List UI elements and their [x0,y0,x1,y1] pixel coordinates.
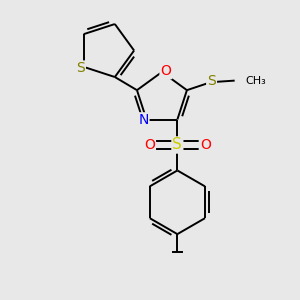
Text: S: S [172,137,182,152]
Text: O: O [144,138,155,152]
Text: O: O [200,138,211,152]
Text: CH₃: CH₃ [246,76,267,85]
Text: S: S [207,74,216,88]
Text: S: S [76,61,85,76]
Text: N: N [138,113,148,127]
Text: O: O [160,64,171,78]
